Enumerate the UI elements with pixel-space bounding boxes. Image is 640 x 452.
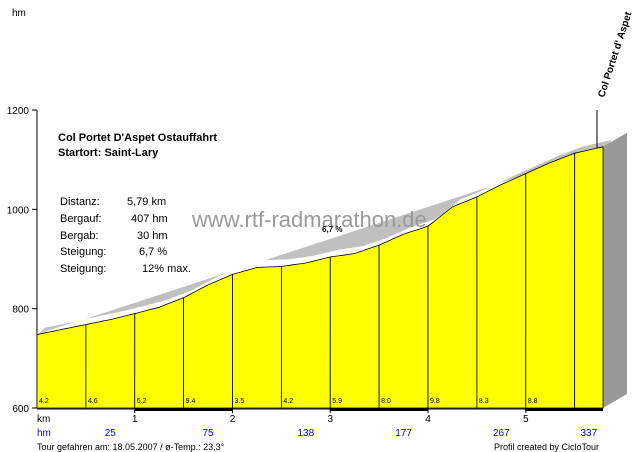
hm-row-label: hm bbox=[37, 428, 51, 439]
profile-segment bbox=[36, 324, 87, 409]
cumulative-hm-value: 177 bbox=[395, 428, 412, 439]
stat-label: Bergab: bbox=[60, 230, 99, 242]
segment-grade: 8.0 bbox=[381, 398, 391, 405]
x-axis-bar bbox=[37, 408, 603, 411]
segment-grade: 5.9 bbox=[332, 398, 342, 405]
x-tick-label: 4 bbox=[425, 414, 431, 425]
cumulative-hm-value: 138 bbox=[297, 428, 314, 439]
profile-segment bbox=[427, 196, 478, 409]
stat-value: 12% max. bbox=[142, 263, 191, 275]
y-unit-label: hm bbox=[12, 8, 26, 19]
segment-grade: 6.2 bbox=[137, 398, 147, 405]
x-tick-label: 3 bbox=[327, 414, 333, 425]
y-tick-label: 600 bbox=[12, 404, 29, 415]
x-ticks: 1 2 3 4 5 bbox=[132, 408, 529, 425]
summit-label: Col Portet d' Aspet bbox=[596, 10, 634, 99]
profile-segments bbox=[36, 146, 604, 409]
profile-segment bbox=[476, 172, 527, 409]
y-ticks: 600 800 1000 1200 bbox=[7, 106, 37, 415]
profile-segment bbox=[85, 313, 136, 409]
segment-grade: 3.5 bbox=[235, 398, 245, 405]
x-axis-band bbox=[525, 408, 603, 411]
cumulative-hm-row: 25 75 138 177 267 337 bbox=[105, 428, 598, 439]
chart-title: Col Portet D'Aspet Ostauffahrt bbox=[58, 132, 217, 144]
x-tick-label: 1 bbox=[132, 414, 138, 425]
stat-value: 30 hm bbox=[137, 230, 168, 242]
profile-shadow bbox=[36, 139, 612, 335]
start-location: Startort: Saint-Lary bbox=[58, 147, 159, 159]
x-tick-label: 5 bbox=[523, 414, 529, 425]
profile-segment bbox=[574, 146, 604, 409]
x-tick-label: 2 bbox=[230, 414, 236, 425]
stat-value: 407 hm bbox=[131, 213, 168, 225]
segment-grade: 9.4 bbox=[186, 398, 196, 405]
segment-grade: 4.6 bbox=[88, 398, 98, 405]
stat-label: Steigung: bbox=[60, 246, 106, 258]
y-tick-label: 1000 bbox=[7, 205, 30, 216]
segment-grade-labels: 4.2 4.6 6.2 9.4 3.5 4.2 5.9 8.0 9.8 8.3 8.8 bbox=[39, 398, 538, 405]
stat-value: 5,79 km bbox=[127, 196, 166, 208]
segment-grade: 4.2 bbox=[283, 398, 293, 405]
footer-left: Tour gefahren am: 18.05.2007 / ø-Temp.: … bbox=[37, 442, 225, 452]
profile-segment bbox=[232, 266, 282, 409]
cumulative-hm-value: 75 bbox=[203, 428, 215, 439]
stats-block: Distanz: 5,79 km Bergauf: 407 hm Bergab:… bbox=[60, 196, 191, 275]
footer-right: Profil created by CicloTour bbox=[494, 442, 599, 452]
y-tick-label: 800 bbox=[12, 305, 29, 316]
profile-side bbox=[603, 132, 627, 408]
segment-grade: 9.8 bbox=[430, 398, 440, 405]
stat-label: Steigung: bbox=[60, 263, 106, 275]
segment-grade: 8.3 bbox=[479, 398, 489, 405]
cumulative-hm-value: 25 bbox=[105, 428, 117, 439]
stat-label: Bergauf: bbox=[60, 213, 102, 225]
profile-segment bbox=[280, 256, 331, 409]
x-axis-band bbox=[330, 408, 429, 411]
y-tick-label: 1200 bbox=[7, 106, 30, 117]
profile-segment bbox=[329, 244, 380, 409]
cumulative-hm-value: 337 bbox=[580, 428, 597, 439]
profile-segment bbox=[525, 152, 576, 409]
x-unit-label: km bbox=[37, 414, 50, 425]
segment-grade: 4.2 bbox=[39, 398, 49, 405]
profile-segment bbox=[183, 273, 233, 409]
x-axis-band bbox=[134, 408, 233, 411]
stat-value: 6,7 % bbox=[139, 246, 167, 258]
cumulative-hm-value: 267 bbox=[493, 428, 510, 439]
profile-segment bbox=[378, 225, 429, 409]
average-grade-label: 6,7 % bbox=[322, 225, 342, 234]
watermark: www.rtf-radmarathon.de bbox=[191, 207, 427, 232]
stat-label: Distanz: bbox=[60, 196, 100, 208]
profile-segment bbox=[134, 297, 185, 409]
segment-grade: 8.8 bbox=[528, 398, 538, 405]
